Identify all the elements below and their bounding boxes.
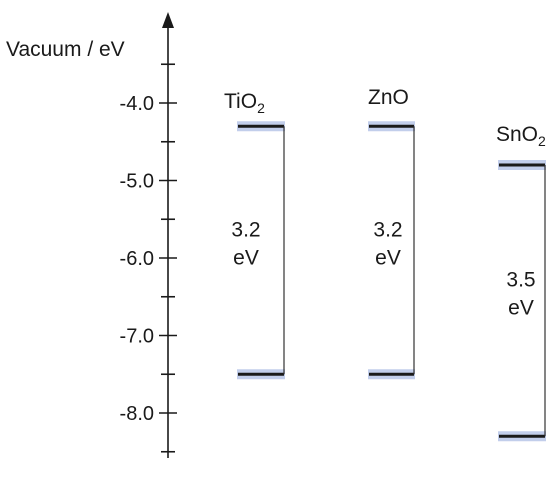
material-sno2: SnO2 3.5 eV	[496, 123, 546, 442]
band-gap-value: 3.2	[373, 218, 402, 241]
band-gap-unit: eV	[375, 246, 401, 269]
tick-label: -8.0	[120, 403, 154, 425]
material-label: TiO2	[224, 90, 265, 116]
band-gap-value: 3.2	[231, 218, 260, 241]
material-label: SnO2	[496, 123, 546, 149]
material-tio2: TiO2 3.2 eV	[224, 90, 285, 380]
axis-ticks: -4.0 -5.0 -6.0 -7.0 -8.0	[120, 63, 177, 453]
materials-group: TiO2 3.2 eV ZnO 3.2 eV SnO2 3.5 eV	[224, 86, 546, 442]
tick-label: -6.0	[120, 248, 154, 270]
tick-label: -5.0	[120, 171, 154, 193]
band-gap-unit: eV	[508, 297, 534, 320]
tick-label: -7.0	[120, 326, 154, 348]
material-label: ZnO	[368, 86, 409, 109]
tick-label: -4.0	[120, 93, 154, 115]
axis-arrow-icon	[162, 12, 174, 28]
material-zno: ZnO 3.2 eV	[368, 86, 415, 380]
band-gap-value: 3.5	[506, 269, 535, 292]
axis-title: Vacuum / eV	[6, 38, 125, 61]
band-gap-unit: eV	[233, 246, 259, 269]
